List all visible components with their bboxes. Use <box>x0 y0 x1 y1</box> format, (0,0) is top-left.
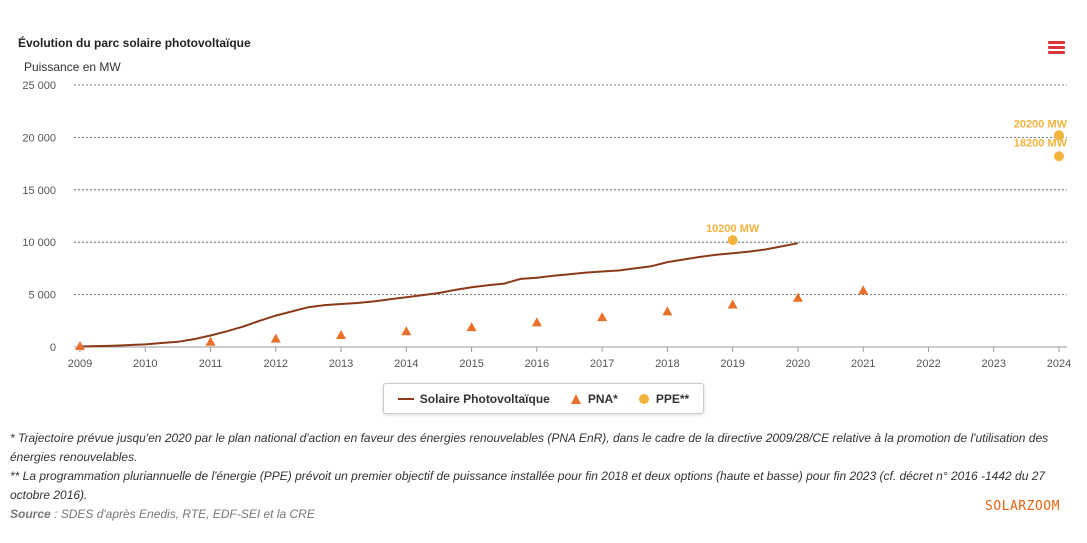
y-tick-label: 0 <box>50 342 56 354</box>
line-swatch-icon <box>397 397 414 400</box>
chart-title: Évolution du parc solaire photovoltaïque <box>18 36 251 50</box>
legend-label-solaire: Solaire Photovoltaïque <box>419 391 550 406</box>
triangle-swatch-icon <box>570 393 581 404</box>
x-axis-ticks: 2009 2010 2011 2012 2013 2014 2015 2016 2017 2018… <box>68 347 1071 370</box>
x-tick-label: 2010 <box>133 358 157 370</box>
pna-point[interactable] <box>205 336 216 346</box>
x-tick-label: 2020 <box>786 358 810 370</box>
y-tick-label: 25 000 <box>22 80 56 92</box>
pna-point[interactable] <box>792 292 803 302</box>
y-axis-ticks: 25 000 20 000 15 000 10 000 5 000 0 <box>22 80 56 354</box>
pna-point[interactable] <box>401 326 412 336</box>
x-tick-label: 2017 <box>590 358 614 370</box>
pna-point[interactable] <box>662 306 673 316</box>
x-tick-label: 2022 <box>916 358 940 370</box>
x-tick-label: 2015 <box>459 358 483 370</box>
legend-item-ppe[interactable]: PPE** <box>638 392 689 406</box>
y-tick-label: 10 000 <box>22 237 56 249</box>
footnote-ppe: ** La programmation pluriannuelle de l'é… <box>10 469 1046 502</box>
series-layer <box>75 130 1064 350</box>
x-tick-label: 2021 <box>851 358 875 370</box>
x-tick-label: 2009 <box>68 358 92 370</box>
pna-point[interactable] <box>531 317 542 327</box>
x-tick-label: 2013 <box>329 358 353 370</box>
brand-logo: SOLARZOOM <box>985 499 1060 514</box>
y-tick-label: 15 000 <box>22 185 56 197</box>
y-tick-label: 5 000 <box>28 290 56 302</box>
legend-label-ppe: PPE** <box>655 391 690 406</box>
legend-item-solaire[interactable]: Solaire Photovoltaïque <box>397 391 550 406</box>
data-label: 20200 MW <box>1014 118 1068 130</box>
legend-label-pna: PNA* <box>587 391 618 406</box>
x-tick-label: 2012 <box>264 358 288 370</box>
pna-point[interactable] <box>466 322 477 332</box>
ppe-point[interactable] <box>1054 151 1064 162</box>
pna-point[interactable] <box>336 329 347 339</box>
series-line-solaire <box>79 242 799 348</box>
hamburger-menu-icon[interactable] <box>1048 41 1065 55</box>
data-label: 10200 MW <box>706 223 760 235</box>
x-tick-label: 2024 <box>1047 358 1071 370</box>
pna-point[interactable] <box>270 333 281 343</box>
x-tick-label: 2011 <box>199 358 223 370</box>
pna-point[interactable] <box>858 285 869 295</box>
circle-swatch-icon <box>638 393 649 404</box>
legend-item-pna[interactable]: PNA* <box>570 392 618 406</box>
x-tick-label: 2014 <box>394 358 418 370</box>
chart-plot: Puissance en MW 25 000 20 000 15 000 10 000… <box>22 60 1071 370</box>
grid-lines <box>74 84 1067 348</box>
pna-point[interactable] <box>727 299 738 309</box>
y-axis-label: Puissance en MW <box>24 60 121 74</box>
footnotes: * Trajectoire prévue jusqu'en 2020 par l… <box>10 429 1050 524</box>
ppe-point[interactable] <box>1054 130 1064 141</box>
source-label: Source <box>10 507 51 521</box>
x-tick-label: 2023 <box>981 358 1005 370</box>
x-tick-label: 2018 <box>655 358 679 370</box>
ppe-point[interactable] <box>727 235 738 246</box>
pna-point[interactable] <box>75 340 85 350</box>
chart-legend: Solaire Photovoltaïque PNA* PPE** <box>383 383 704 414</box>
x-tick-label: 2016 <box>525 358 549 370</box>
footnote-pna: * Trajectoire prévue jusqu'en 2020 par l… <box>10 431 1049 464</box>
annotation-layer: 10200 MW 20200 MW 18200 MW <box>706 118 1068 235</box>
x-tick-label: 2019 <box>720 358 744 370</box>
data-label: 18200 MW <box>1014 137 1068 149</box>
source-line: Source : SDES d'après Enedis, RTE, EDF-S… <box>10 505 1050 524</box>
pna-point[interactable] <box>597 312 608 322</box>
source-text: : SDES d'après Enedis, RTE, EDF-SEI et l… <box>50 507 315 521</box>
y-tick-label: 20 000 <box>22 132 56 144</box>
